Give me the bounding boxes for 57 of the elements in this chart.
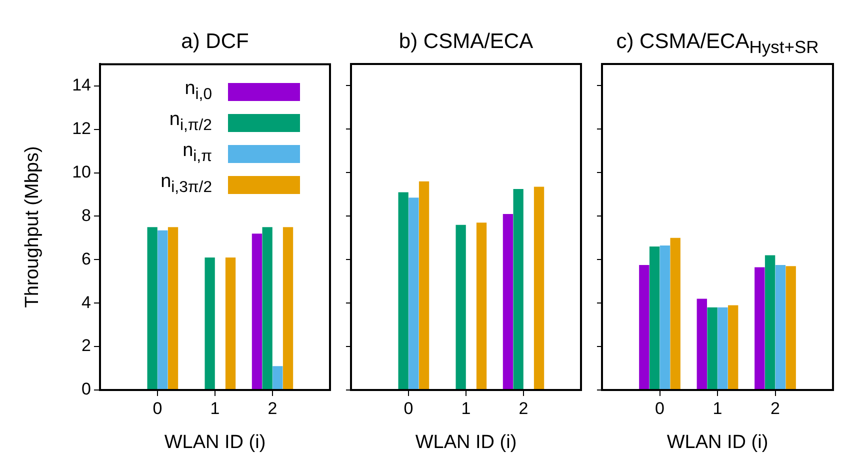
bar [252, 234, 262, 390]
bar [204, 258, 215, 390]
bar [728, 305, 738, 390]
legend-label: n$_{i,π/2}$ [169, 109, 212, 135]
bar [272, 366, 283, 390]
bar [786, 266, 796, 390]
bar [754, 267, 765, 390]
chart-title: a) DCF [180, 30, 250, 54]
bar [707, 307, 718, 390]
bar [513, 188, 524, 390]
legend-label: n$_{i,0}$ [184, 78, 212, 104]
x-tick-label: 1 [461, 398, 471, 418]
bar [168, 227, 178, 390]
bar [225, 258, 236, 390]
y-tick-label: 6 [82, 249, 91, 268]
y-tick-label: 8 [82, 206, 91, 225]
x-tick-label: 1 [210, 398, 220, 418]
bar [764, 255, 776, 390]
bar [670, 238, 680, 390]
y-tick-label: 10 [72, 162, 91, 182]
x-tick-label: 2 [518, 398, 528, 418]
y-axis-title: Throughput (Mbps) [22, 146, 44, 308]
bar [158, 230, 168, 390]
bar [639, 265, 650, 390]
x-axis-title: WLAN ID (i) [414, 432, 518, 454]
bar [649, 246, 660, 390]
x-tick-label: 0 [655, 398, 664, 418]
x-axis-title: WLAN ID (i) [163, 432, 267, 454]
legend-label: n$_{i,π}$ [182, 140, 212, 166]
bar [502, 214, 514, 390]
bar [418, 181, 430, 390]
y-tick-label: 0 [82, 380, 91, 399]
bar [660, 245, 670, 390]
y-tick-label: 12 [72, 119, 91, 138]
bar [398, 192, 408, 390]
bar [718, 307, 728, 390]
x-tick-label: 1 [712, 398, 722, 418]
bar [775, 265, 786, 390]
x-tick-label: 0 [152, 398, 162, 418]
bar [262, 227, 272, 390]
x-axis-title: WLAN ID (i) [666, 432, 770, 454]
x-tick-label: 0 [404, 398, 414, 418]
x-tick-label: 2 [268, 398, 278, 418]
chart-title: c) CSMA/ECA$_{Hyst+SR}$ [615, 30, 820, 58]
y-tick-label: 4 [82, 292, 91, 312]
bar [282, 227, 294, 390]
chart-title: b) CSMA/ECA [398, 30, 534, 54]
bar [456, 224, 466, 390]
y-tick-label: 2 [82, 336, 91, 356]
bar [696, 298, 707, 390]
bar [408, 198, 419, 390]
legend-label: n$_{i,3π/2}$ [160, 171, 212, 197]
bar [534, 186, 544, 390]
bar [147, 227, 158, 390]
bar [476, 222, 487, 390]
x-tick-label: 2 [770, 398, 780, 418]
y-tick-label: 14 [72, 76, 91, 95]
